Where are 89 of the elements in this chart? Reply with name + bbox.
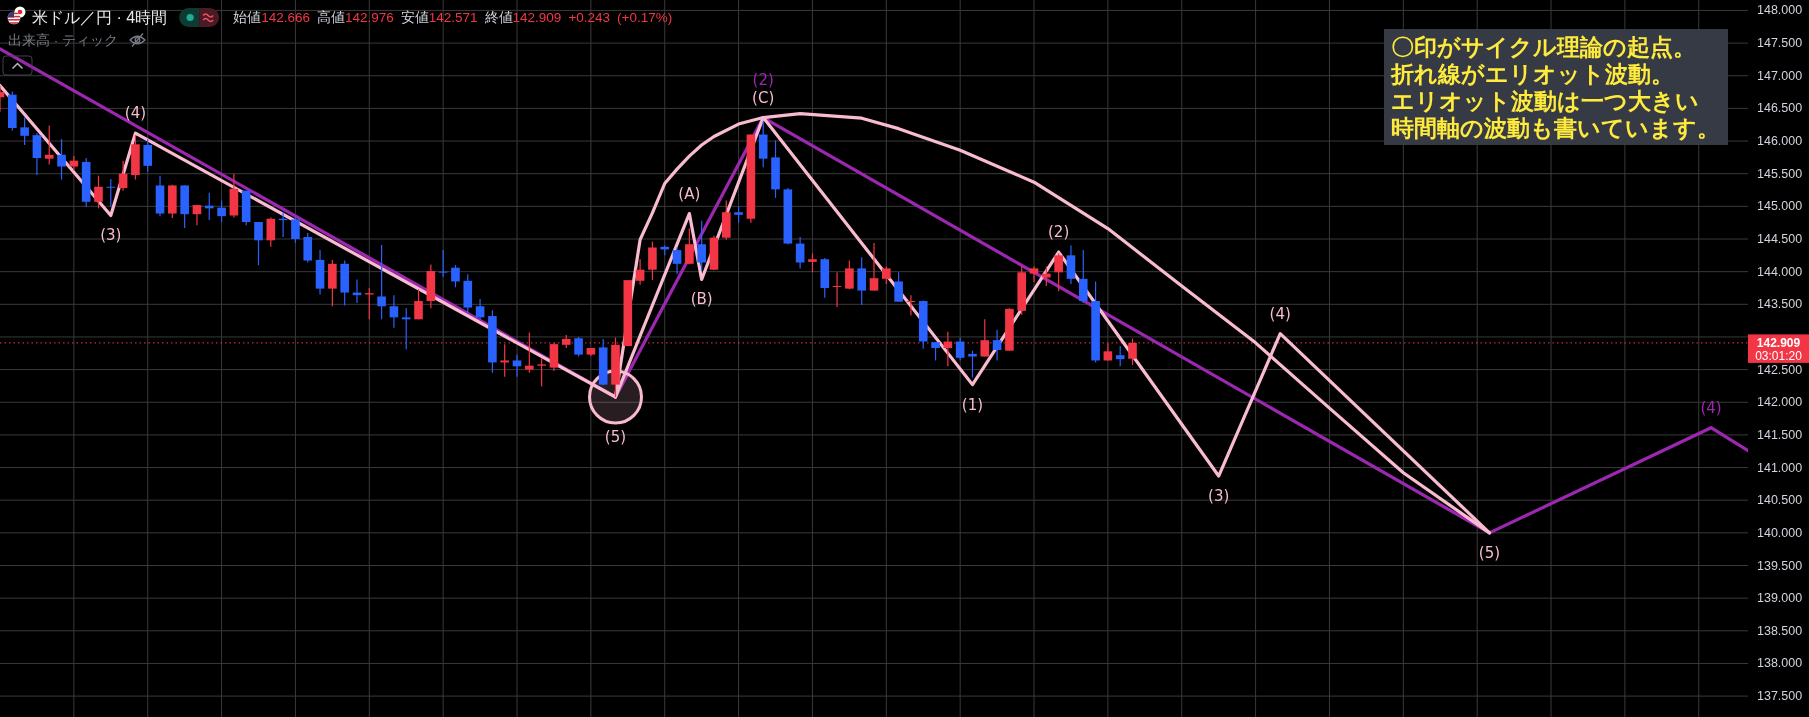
y-tick-label: 140.000 [1757,525,1803,540]
annotation: (4) [124,104,147,123]
annotation: 折れ線がエリオット波動。 [1390,61,1674,86]
candlestick [795,236,805,269]
annotation: (C) [752,88,775,107]
candlestick [69,155,79,172]
y-tick-label: 142.500 [1757,362,1803,377]
candlestick [808,252,817,273]
candlestick [414,288,423,320]
y-tick-label: 148.000 [1757,3,1803,18]
candlestick [377,244,386,320]
ref-line-label: 142.909 [1756,335,1801,350]
text: 始値142.666 高値142.976 安値142.571 終値142.909 +0.243 (+0.17%) [233,9,673,25]
candlestick [635,258,645,286]
annotation: (4) [1700,398,1722,417]
candlestick [648,241,657,281]
annotation: (2) [1048,223,1070,242]
y-tick-label: 140.500 [1757,493,1803,508]
candlestick [512,353,522,378]
y-tick-label: 137.500 [1757,689,1803,704]
annotation: (3) [100,226,122,245]
y-tick-label: 146.000 [1757,134,1803,149]
y-tick-label: 138.000 [1757,656,1803,671]
candlestick [1078,249,1088,304]
candlestick [537,357,546,388]
candlestick [857,256,866,306]
candlestick [992,329,1002,362]
candlestick [968,350,977,379]
y-tick-label: 138.500 [1757,623,1803,638]
candlestick [118,160,128,192]
y-tick-label: 147.500 [1757,36,1803,51]
text: 米ドル／円 · 4時間 [32,8,168,26]
candlestick [574,336,583,358]
y-tick-label: 145.000 [1757,199,1803,214]
y-tick-label: 141.000 [1757,460,1803,475]
candlestick [1029,265,1039,283]
candlestick [20,116,29,146]
candlestick [845,259,854,290]
candlestick [57,138,66,181]
annotation: (3) [1208,487,1230,506]
candlestick [955,337,965,362]
y-tick-label: 144.500 [1757,232,1803,246]
y-tick-label: 142.000 [1757,395,1803,410]
candlestick [94,175,103,209]
annotation: 出来高 · ティック [8,32,118,48]
annotation: (2) [752,70,774,89]
candlestick [894,271,903,303]
y-tick-label: 147.000 [1757,68,1803,83]
candlestick [685,227,694,266]
y-tick-label: 145.500 [1757,166,1803,181]
annotation: 時間軸の波動も書いています。 [1391,115,1720,140]
candlestick [1066,244,1076,285]
candlestick [672,246,682,275]
y-tick-label: 141.500 [1757,427,1803,442]
annotation: (5) [604,428,627,447]
candlestick [291,215,300,244]
candlestick [44,124,54,166]
annotation: (B) [690,290,713,309]
candlestick [475,298,485,320]
y-tick-label: 144.000 [1757,264,1803,279]
annotation: (4) [1269,304,1291,323]
candlestick [869,242,879,292]
y-tick-label: 146.500 [1757,101,1803,116]
candlestick [266,216,276,248]
candlestick [1115,345,1125,367]
candlestick [451,264,460,288]
candlestick [401,307,411,350]
candlestick [1042,265,1051,287]
candlestick [32,132,42,176]
candlestick [931,341,940,362]
annotation: (A) [678,184,701,203]
candlestick [143,138,153,173]
candlestick [697,220,706,271]
y-tick-label: 143.500 [1757,297,1803,312]
candlestick [1054,252,1063,292]
annotation: (1) [961,395,984,414]
y-tick-label: 139.000 [1757,591,1803,606]
candlestick [303,232,313,264]
text: 03:01:20 [1755,348,1803,363]
candlestick [254,221,263,266]
annotation: 〇印がサイクル理論の起点。 [1391,34,1696,59]
y-tick-label: 139.500 [1757,558,1803,573]
candlestick [389,294,399,329]
candlestick [217,199,226,223]
annotation: (5) [1478,543,1501,562]
annotation: エリオット波動は一つ大きい [1391,88,1699,113]
candlestick [192,204,202,226]
candlestick [364,287,374,320]
candlestick [106,178,116,207]
